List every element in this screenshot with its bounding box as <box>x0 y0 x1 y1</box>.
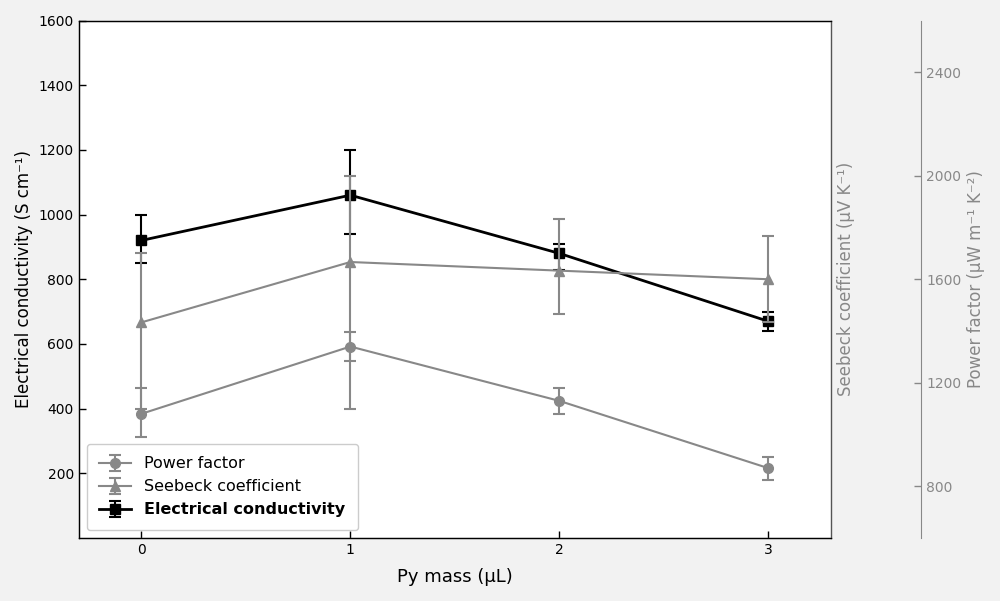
Legend: Power factor, Seebeck coefficient, Electrical conductivity: Power factor, Seebeck coefficient, Elect… <box>87 444 358 530</box>
X-axis label: Py mass (μL): Py mass (μL) <box>397 568 513 586</box>
Y-axis label: Electrical conductivity (S cm⁻¹): Electrical conductivity (S cm⁻¹) <box>15 150 33 408</box>
Y-axis label: Power factor (μW m⁻¹ K⁻²): Power factor (μW m⁻¹ K⁻²) <box>967 170 985 388</box>
Y-axis label: Seebeck coefficient (μV K⁻¹): Seebeck coefficient (μV K⁻¹) <box>837 162 855 397</box>
